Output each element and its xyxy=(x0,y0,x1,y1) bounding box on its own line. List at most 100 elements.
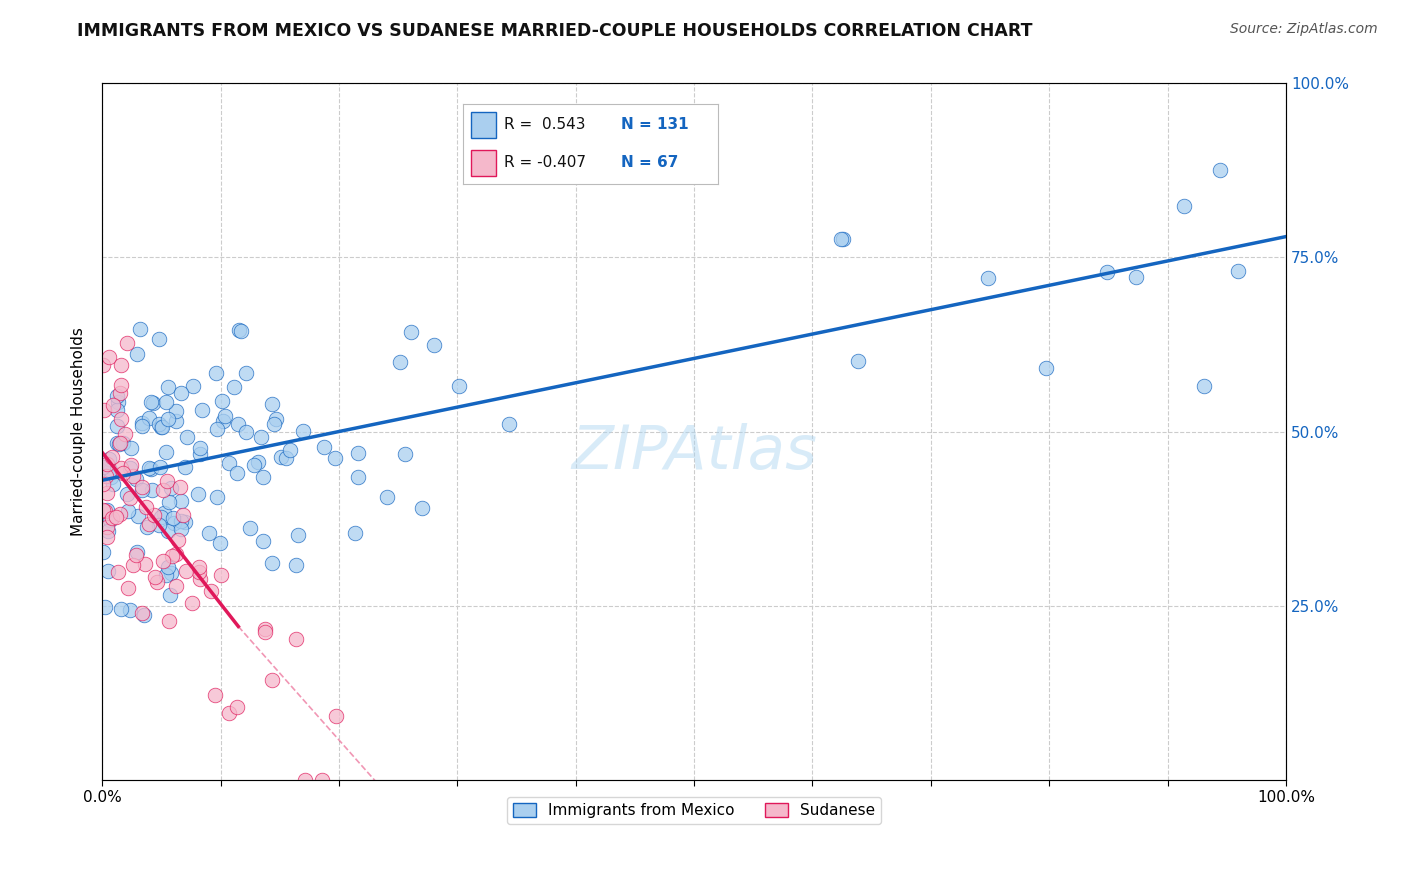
Point xyxy=(422,338,444,352)
Point xyxy=(93,358,115,372)
Point xyxy=(117,581,139,595)
Point xyxy=(131,483,153,497)
Point xyxy=(229,324,252,338)
Point xyxy=(166,533,188,547)
Point xyxy=(141,395,163,409)
Point xyxy=(278,443,301,458)
Legend: Immigrants from Mexico, Sudanese: Immigrants from Mexico, Sudanese xyxy=(506,797,882,824)
Point xyxy=(498,417,520,431)
Point xyxy=(148,518,170,533)
Point xyxy=(110,435,132,450)
Point xyxy=(159,588,181,602)
Point xyxy=(105,402,128,417)
Point xyxy=(107,394,129,409)
Point xyxy=(155,445,177,459)
Point xyxy=(93,503,115,517)
Point xyxy=(1209,163,1232,178)
Point xyxy=(125,347,148,361)
Point xyxy=(235,425,257,439)
Point xyxy=(105,419,128,434)
Point xyxy=(155,395,177,409)
Point xyxy=(124,472,146,486)
Point xyxy=(292,424,315,438)
Point xyxy=(96,503,118,517)
Point xyxy=(157,412,180,426)
Point xyxy=(131,479,153,493)
Point xyxy=(218,706,240,720)
Point xyxy=(165,578,187,592)
Point xyxy=(250,430,273,444)
Point xyxy=(139,462,162,476)
Point xyxy=(98,350,121,364)
Point xyxy=(117,336,139,351)
Point xyxy=(1226,264,1249,278)
Point xyxy=(157,380,180,394)
Point xyxy=(204,689,226,703)
Point xyxy=(253,622,276,636)
Point xyxy=(94,600,117,615)
Point xyxy=(101,450,124,464)
Point xyxy=(228,323,250,337)
Point xyxy=(239,521,262,535)
Point xyxy=(125,545,148,559)
Point xyxy=(101,398,124,412)
Point xyxy=(198,525,221,540)
Point xyxy=(235,366,257,380)
Point xyxy=(146,574,169,589)
Point xyxy=(155,568,177,582)
Point xyxy=(105,509,128,524)
Text: ZIPAtlas: ZIPAtlas xyxy=(571,423,817,482)
Point xyxy=(93,504,115,518)
Point xyxy=(125,549,148,563)
Point xyxy=(157,614,180,628)
Point xyxy=(120,441,142,455)
Point xyxy=(148,332,170,346)
Point xyxy=(150,419,173,434)
Point xyxy=(188,441,211,455)
Point xyxy=(93,403,115,417)
Point xyxy=(188,447,211,461)
Point xyxy=(163,516,186,530)
Point xyxy=(150,420,173,434)
Point xyxy=(132,607,155,622)
Point xyxy=(263,417,285,431)
Point xyxy=(96,458,118,472)
Point xyxy=(105,388,128,402)
Point xyxy=(226,700,249,714)
Point xyxy=(214,409,236,423)
Point xyxy=(389,355,412,369)
Point xyxy=(110,411,132,425)
Point xyxy=(174,459,197,474)
Point xyxy=(165,414,187,428)
Point xyxy=(285,558,308,573)
Point xyxy=(205,422,228,436)
Point xyxy=(138,460,160,475)
Point xyxy=(143,570,166,584)
Point xyxy=(112,435,135,450)
Point xyxy=(377,490,399,504)
Point xyxy=(411,500,433,515)
Point xyxy=(112,466,135,480)
Point xyxy=(149,459,172,474)
Point xyxy=(274,450,297,465)
Point xyxy=(260,673,283,688)
Point xyxy=(152,506,174,520)
Point xyxy=(394,447,416,461)
Point xyxy=(169,479,191,493)
Point xyxy=(100,470,122,484)
Point xyxy=(141,483,163,497)
Point xyxy=(129,322,152,336)
Point xyxy=(173,515,195,529)
Point xyxy=(149,509,172,524)
Point xyxy=(114,426,136,441)
Point xyxy=(98,452,121,467)
Point xyxy=(118,491,141,505)
Point xyxy=(93,477,115,491)
Point xyxy=(162,511,184,525)
Point xyxy=(830,231,852,245)
Point xyxy=(131,606,153,620)
Point xyxy=(170,494,193,508)
Point xyxy=(93,459,115,474)
Point xyxy=(243,458,266,472)
Point xyxy=(97,524,120,538)
